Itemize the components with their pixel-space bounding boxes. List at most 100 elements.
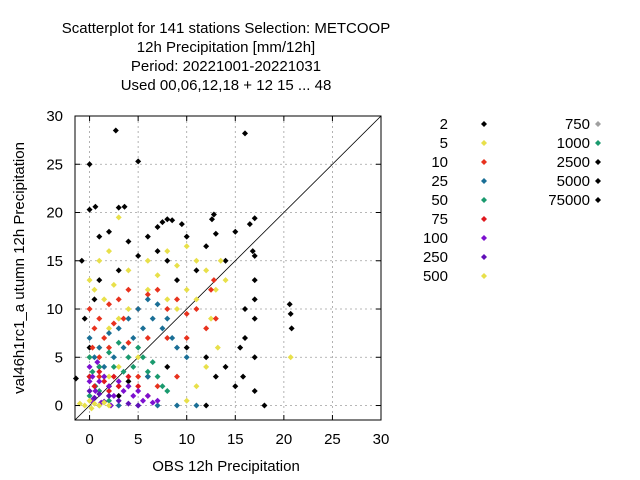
data-point [135,354,142,361]
title-line: Used 00,06,12,18 + 12 15 ... 48 [121,77,332,94]
data-point [106,392,112,399]
data-point [251,215,258,222]
data-point [149,315,156,322]
data-point [174,296,180,303]
y-tick-label: 5 [55,349,63,366]
y-tick-label: 25 [46,156,63,173]
data-point [144,392,151,399]
data-point [154,248,161,255]
data-point [120,344,127,351]
legend-marker [595,159,601,165]
legend-marker [481,140,487,146]
data-point [86,306,93,313]
legend-marker [481,197,487,203]
data-point [106,228,112,235]
data-point [86,388,93,395]
data-point [183,397,190,404]
data-point [174,277,180,284]
legend-label: 5000 [557,173,590,190]
data-point [106,402,112,409]
data-point [164,363,171,370]
data-point [193,306,200,313]
legend-marker [481,216,487,222]
data-point [91,286,98,293]
x-tick-labels: 0 5 10 15 20 25 30 [85,431,389,448]
data-point [125,383,132,390]
data-point [193,296,200,303]
data-point [149,359,156,366]
data-point [115,204,122,211]
data-point [106,330,112,337]
data-point [130,334,137,341]
data-point [251,315,258,322]
plot-border [74,115,382,421]
data-point [135,402,142,409]
data-point [115,392,122,399]
data-point [106,248,112,255]
data-point [164,334,171,341]
data-point [96,257,103,264]
data-point [154,397,161,404]
data-point [193,383,200,390]
data-point [183,233,190,240]
data-point [96,402,103,409]
data-point [212,230,219,237]
data-point [135,306,142,313]
data-point [212,373,219,380]
x-tick-label: 0 [85,431,93,448]
data-point [154,402,161,409]
data-point [96,354,103,361]
data-point [101,373,108,380]
data-point [251,277,258,284]
data-points [72,127,295,412]
data-point [203,363,210,370]
data-point [203,402,210,409]
data-point [91,400,98,407]
data-point [86,206,93,213]
y-axis-label: val46h1rc1_a utumn 12h Precipitation [11,142,28,394]
data-point [135,158,142,165]
data-point [106,344,112,351]
data-point [251,296,258,303]
legend-marker [481,121,487,127]
data-point [106,383,112,390]
title-line: 12h Precipitation [mm/12h] [137,39,315,56]
data-point [72,375,79,382]
data-point [144,286,151,293]
data-point [115,363,122,370]
diagonal-line [74,115,382,421]
data-point [125,400,132,407]
data-point [81,402,88,409]
data-point [287,354,294,361]
data-point [154,373,161,380]
data-point [86,277,93,284]
data-point [110,320,117,327]
data-point [101,363,108,370]
data-point [112,127,119,134]
data-point [193,402,200,409]
data-point [154,286,161,293]
data-point [110,373,117,380]
data-point [86,363,93,370]
legend-label: 500 [423,268,448,285]
data-point [246,221,253,228]
data-point [96,378,103,385]
legend-label: 750 [565,116,590,133]
data-point [96,373,103,380]
data-point [159,219,166,226]
data-point [242,306,248,313]
data-point [251,252,258,259]
data-point [242,334,248,341]
legend-label: 50 [431,192,448,209]
title-line: Scatterplot for 141 stations Selection: … [62,20,390,37]
data-point [183,286,190,293]
data-point [135,344,142,351]
data-point [115,383,122,390]
data-point [96,315,103,322]
data-point [287,310,294,317]
legend-marker [481,178,487,184]
data-point [174,344,180,351]
data-point [212,286,219,293]
data-point [203,267,210,274]
